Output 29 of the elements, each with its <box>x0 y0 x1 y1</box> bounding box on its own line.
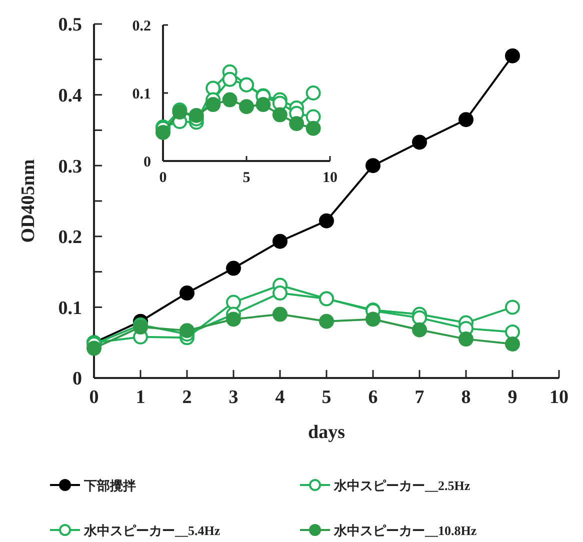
legend-label: 水中スピーカー__10.8Hz <box>333 523 477 538</box>
y-tick-label: 0.1 <box>58 298 82 319</box>
x-axis-title: days <box>308 422 345 443</box>
y-axis-title: OD405nm <box>18 159 39 243</box>
x-tick-label: 9 <box>508 387 518 408</box>
y-tick-label: 0.5 <box>58 14 82 36</box>
y-tick-label: 0 <box>72 368 82 390</box>
x-tick-label: 5 <box>242 170 250 186</box>
x-tick-label: 10 <box>322 170 338 186</box>
x-tick-label: 6 <box>368 387 378 408</box>
x-tick-label: 0 <box>159 170 167 186</box>
y-tick-label: 0 <box>144 154 151 170</box>
y-tick-label: 0.2 <box>132 18 151 34</box>
x-tick-label: 1 <box>136 387 146 408</box>
x-tick-label: 2 <box>182 387 192 408</box>
y-tick-label: 0.2 <box>58 227 82 248</box>
legend-label: 水中スピーカー__2.5Hz <box>333 478 470 493</box>
y-tick-label: 0.4 <box>58 85 82 106</box>
x-tick-label: 4 <box>275 387 286 408</box>
y-tick-label: 0.1 <box>132 86 151 102</box>
y-tick-label: 0.3 <box>58 156 82 178</box>
x-tick-label: 3 <box>228 387 238 408</box>
legend-label: 下部攪拌 <box>83 478 136 493</box>
x-tick-label: 10 <box>550 387 568 408</box>
x-tick-label: 7 <box>414 387 425 408</box>
x-tick-label: 0 <box>89 387 99 408</box>
legend-label: 水中スピーカー__5.4Hz <box>83 523 220 538</box>
x-tick-label: 5 <box>322 387 332 408</box>
x-tick-label: 8 <box>461 387 471 408</box>
